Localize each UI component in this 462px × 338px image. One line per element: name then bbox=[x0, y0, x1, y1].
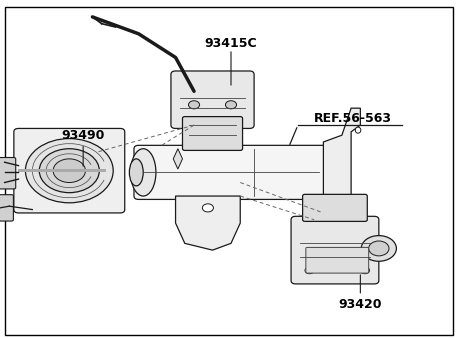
Circle shape bbox=[202, 204, 213, 212]
Circle shape bbox=[305, 267, 314, 274]
Circle shape bbox=[361, 236, 396, 261]
FancyBboxPatch shape bbox=[0, 195, 13, 221]
Text: 93420: 93420 bbox=[339, 298, 382, 311]
Circle shape bbox=[53, 159, 85, 183]
Circle shape bbox=[39, 149, 99, 193]
FancyBboxPatch shape bbox=[134, 145, 328, 199]
FancyBboxPatch shape bbox=[291, 216, 379, 284]
Ellipse shape bbox=[129, 159, 143, 186]
Circle shape bbox=[188, 101, 200, 109]
FancyBboxPatch shape bbox=[306, 247, 369, 273]
Ellipse shape bbox=[355, 215, 361, 221]
Circle shape bbox=[360, 267, 370, 274]
Circle shape bbox=[369, 241, 389, 256]
Circle shape bbox=[225, 101, 237, 109]
Circle shape bbox=[25, 139, 113, 203]
FancyBboxPatch shape bbox=[14, 128, 125, 213]
FancyBboxPatch shape bbox=[303, 194, 367, 221]
FancyArrow shape bbox=[18, 169, 106, 172]
Text: 93415C: 93415C bbox=[205, 38, 257, 50]
Polygon shape bbox=[173, 149, 182, 169]
FancyBboxPatch shape bbox=[182, 117, 243, 150]
Text: 93490: 93490 bbox=[61, 129, 105, 142]
FancyBboxPatch shape bbox=[171, 71, 254, 128]
Polygon shape bbox=[176, 196, 240, 250]
Text: REF.56-563: REF.56-563 bbox=[314, 112, 392, 125]
Polygon shape bbox=[323, 108, 360, 233]
Ellipse shape bbox=[355, 127, 361, 133]
Ellipse shape bbox=[130, 149, 156, 196]
FancyBboxPatch shape bbox=[0, 158, 16, 189]
